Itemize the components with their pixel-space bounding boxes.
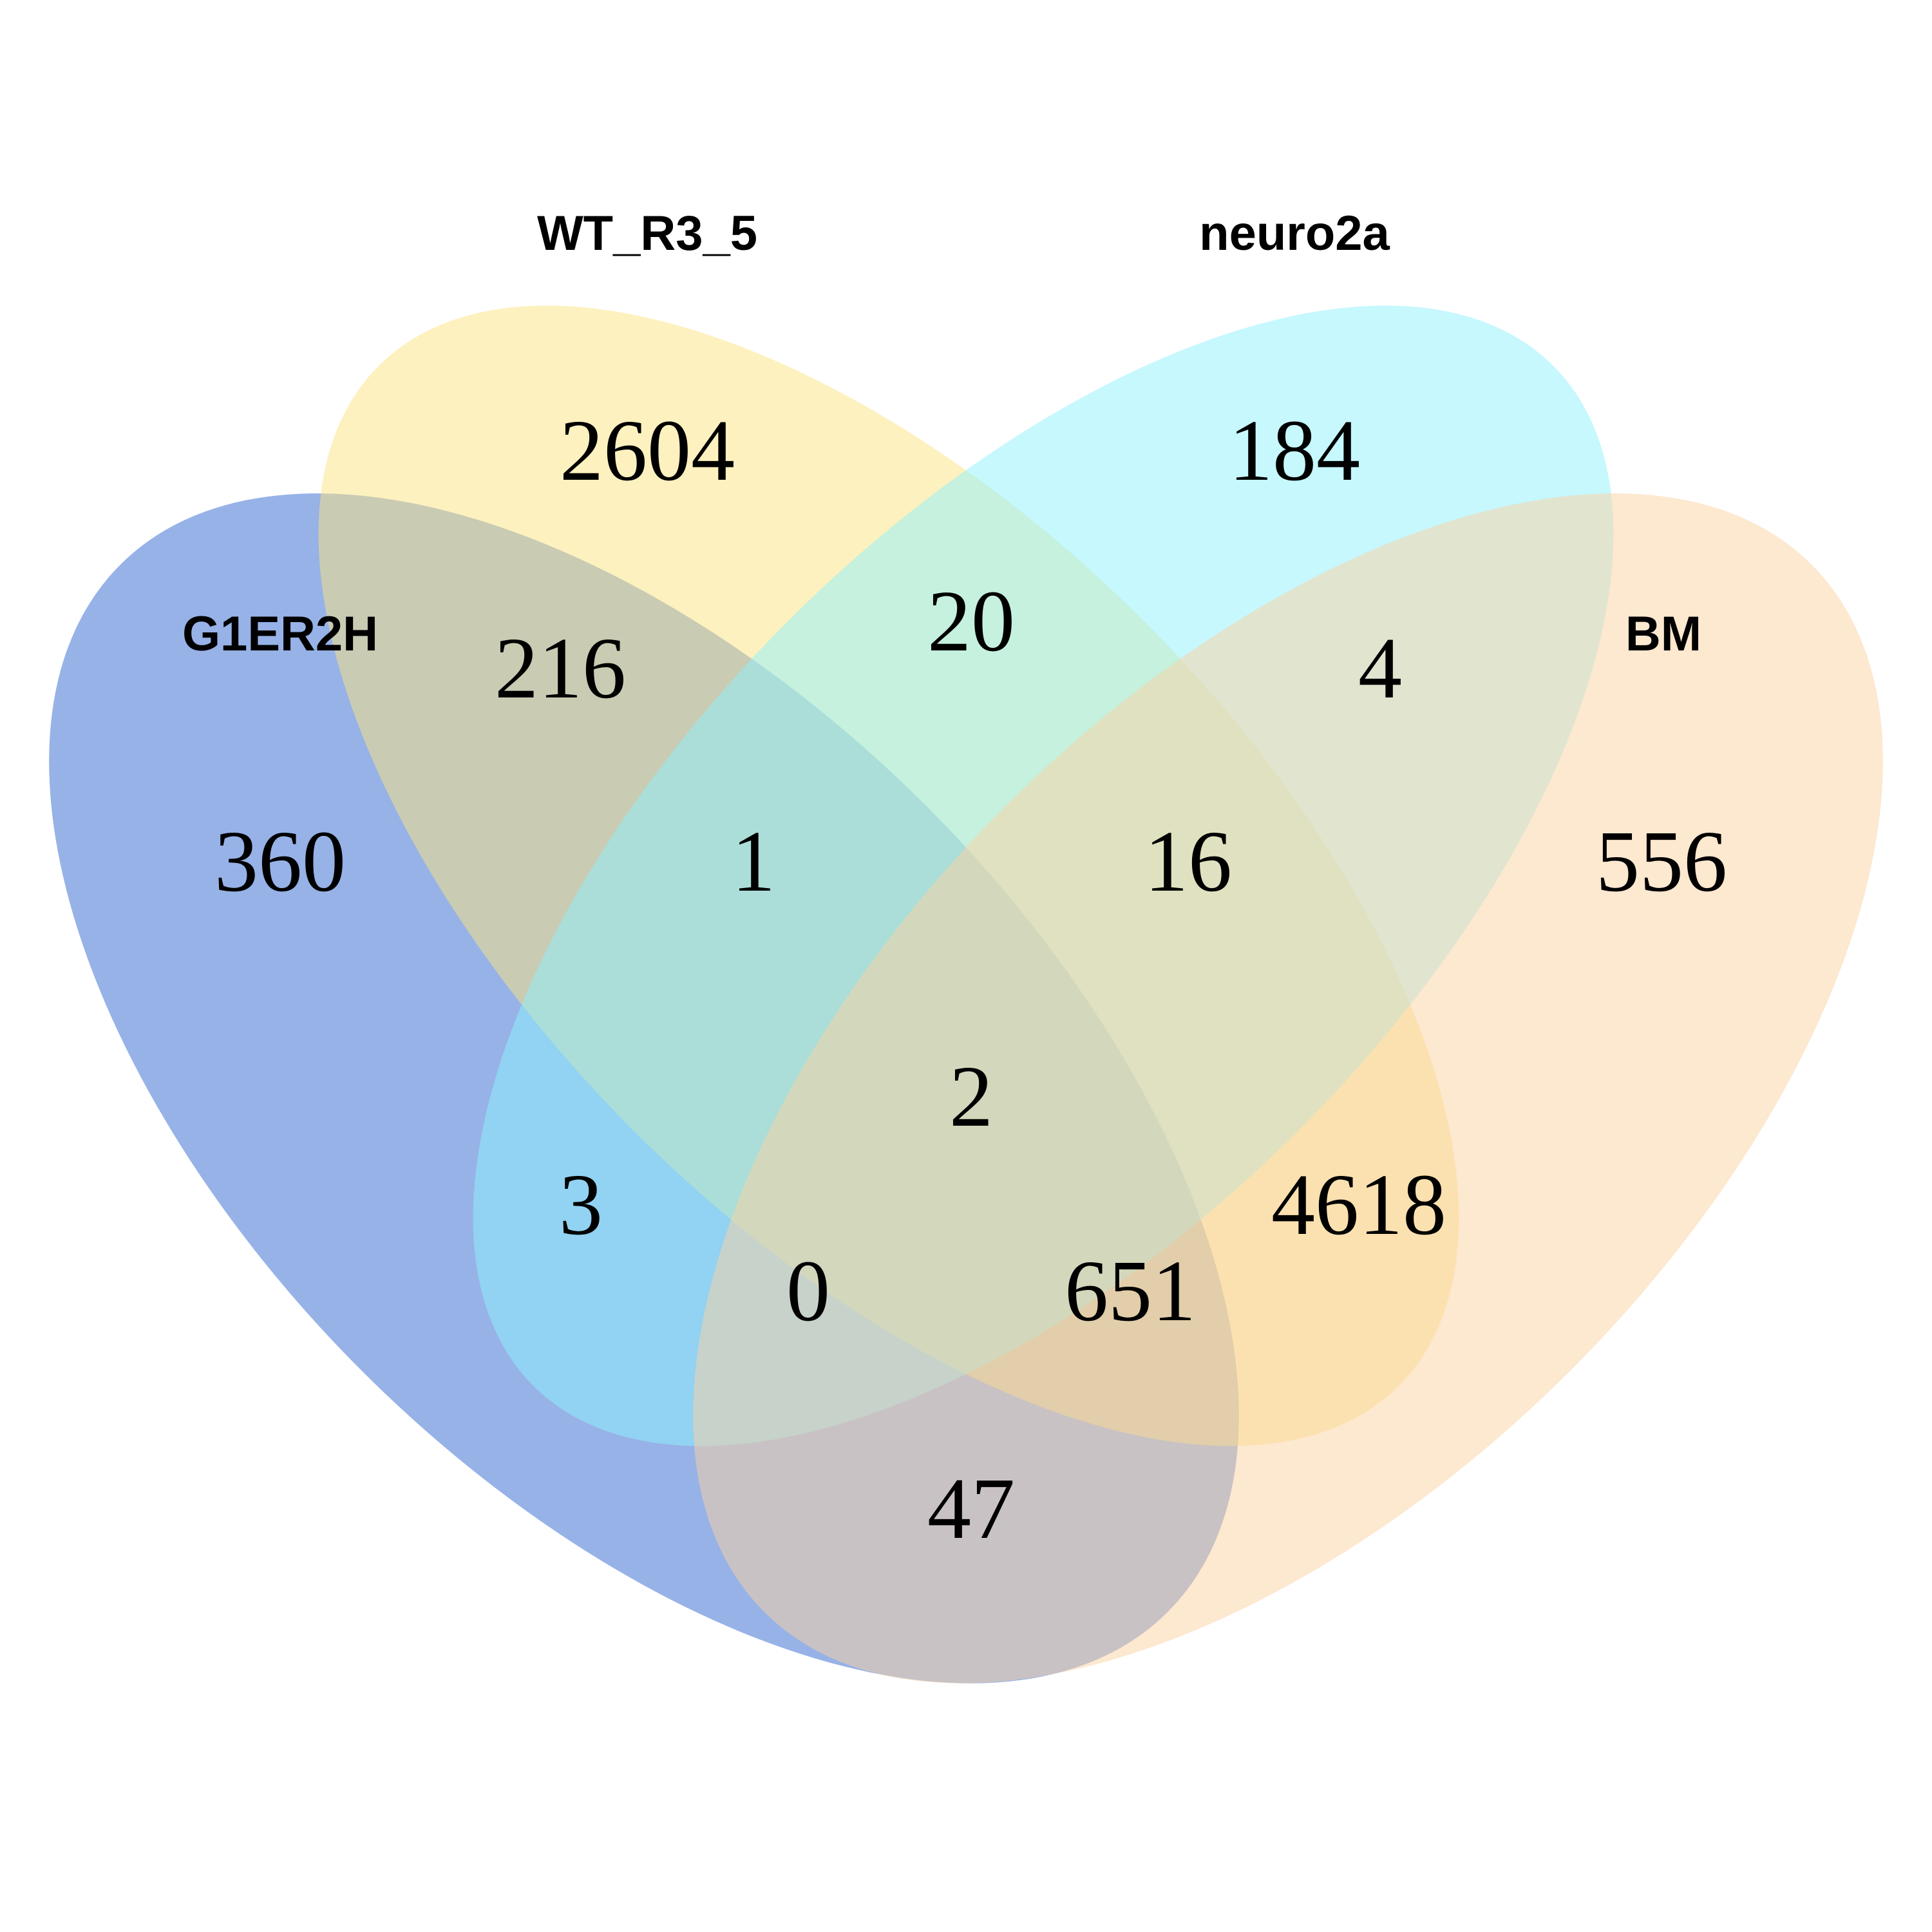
set-label-g1er2h: G1ER2H [182, 607, 378, 661]
region-count-g1er2h-bm: 47 [927, 1461, 1015, 1557]
region-count-g1er2h-neuro2a-bm: 0 [786, 1243, 830, 1340]
region-count-g1er2h-neuro2a: 3 [559, 1157, 603, 1253]
set-label-wt: WT_R3_5 [537, 206, 757, 261]
region-count-wt-only: 2604 [560, 402, 735, 499]
set-label-bm: BM [1625, 607, 1701, 661]
region-count-neuro2a-bm: 4 [1358, 620, 1402, 717]
region-count-wt-neuro2a-bm: 16 [1144, 813, 1232, 910]
region-count-all-four: 2 [949, 1048, 993, 1145]
region-count-g1er2h-wt-bm: 651 [1065, 1243, 1196, 1340]
set-label-neuro2a: neuro2a [1199, 206, 1390, 261]
set-ellipse-bm [693, 493, 1883, 1683]
region-count-wt-bm: 4618 [1271, 1157, 1446, 1253]
region-count-wt-neuro2a: 20 [927, 573, 1015, 670]
region-count-g1er2h-only: 360 [214, 813, 346, 910]
region-count-bm-only: 556 [1596, 813, 1727, 910]
region-count-neuro2a-only: 184 [1229, 402, 1360, 499]
region-count-g1er2h-wt: 216 [495, 620, 626, 717]
region-count-g1er2h-wt-neuro2a: 1 [732, 813, 775, 910]
